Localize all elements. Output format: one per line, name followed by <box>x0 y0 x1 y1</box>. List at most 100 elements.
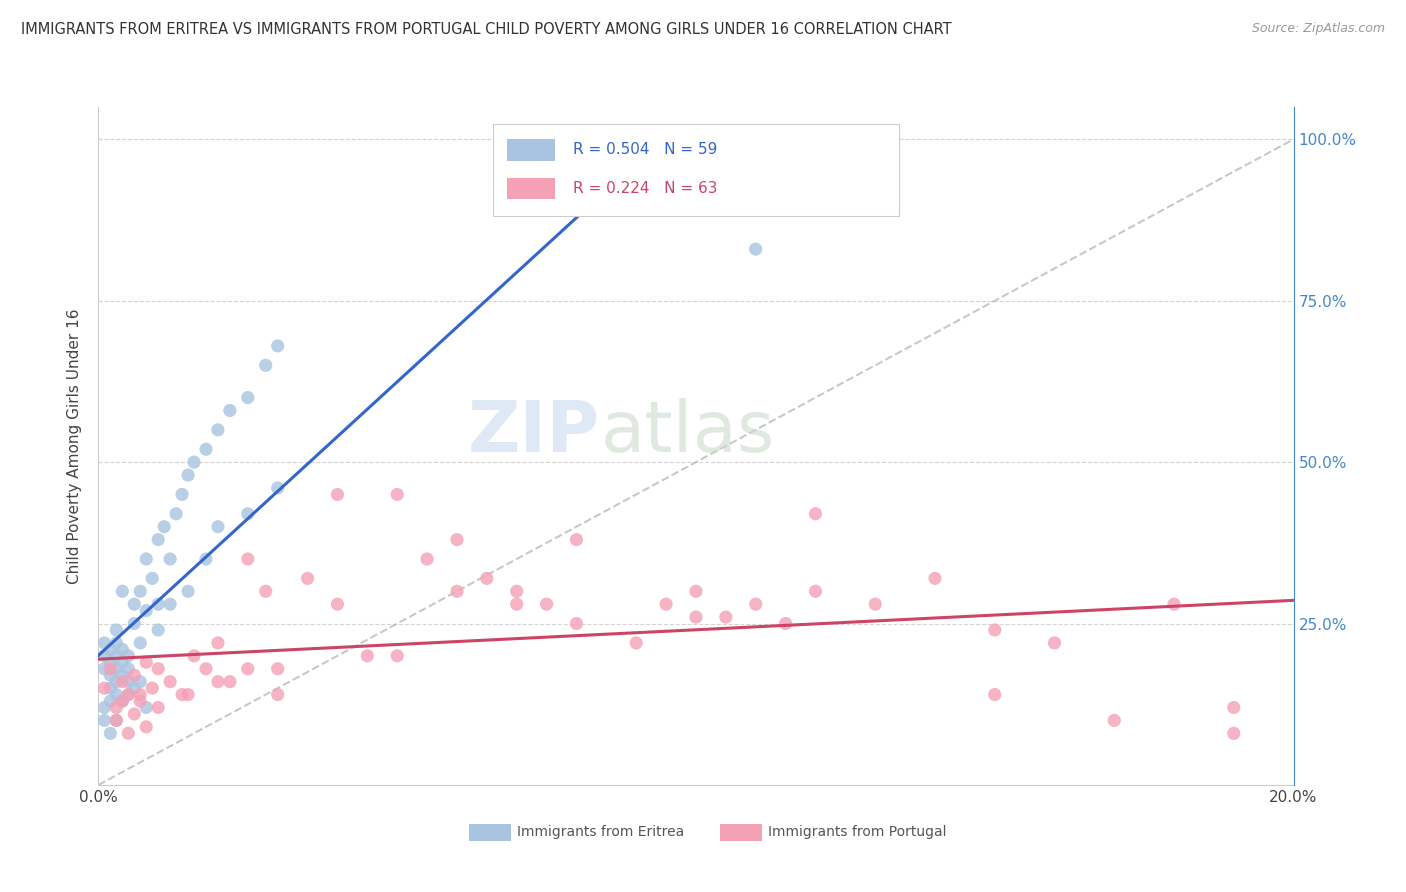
Point <box>446 533 468 547</box>
Point <box>93 636 115 650</box>
Point <box>148 700 170 714</box>
Point <box>1223 726 1246 740</box>
Text: atlas: atlas <box>600 398 775 467</box>
Point <box>267 688 290 702</box>
Point <box>129 674 152 689</box>
Point <box>111 694 134 708</box>
Point <box>135 655 157 669</box>
Point <box>98 681 122 695</box>
Text: IMMIGRANTS FROM ERITREA VS IMMIGRANTS FROM PORTUGAL CHILD POVERTY AMONG GIRLS UN: IMMIGRANTS FROM ERITREA VS IMMIGRANTS FR… <box>21 22 952 37</box>
Point <box>159 674 181 689</box>
Point <box>135 552 157 566</box>
Point <box>865 597 887 611</box>
Point <box>159 597 181 611</box>
Point <box>148 623 170 637</box>
Point <box>219 674 242 689</box>
Text: R = 0.504   N = 59: R = 0.504 N = 59 <box>572 142 717 157</box>
Point <box>129 694 152 708</box>
Point <box>745 597 768 611</box>
Point <box>254 584 277 599</box>
Point <box>416 552 439 566</box>
Point <box>98 694 122 708</box>
Point <box>804 584 827 599</box>
Point <box>1163 597 1185 611</box>
Point <box>1043 636 1066 650</box>
Point <box>267 339 290 353</box>
Point <box>183 648 205 663</box>
Point <box>111 642 134 657</box>
Point <box>117 648 139 663</box>
Point <box>172 688 194 702</box>
Point <box>153 519 176 533</box>
FancyBboxPatch shape <box>494 124 900 216</box>
Point <box>475 571 498 585</box>
Point <box>124 681 146 695</box>
FancyBboxPatch shape <box>470 824 510 841</box>
Point <box>924 571 946 585</box>
Point <box>111 674 134 689</box>
Point <box>129 688 152 702</box>
Point <box>93 662 115 676</box>
Point <box>745 242 768 256</box>
Point <box>236 507 259 521</box>
Point <box>219 403 242 417</box>
Point <box>105 714 128 728</box>
Point <box>148 662 170 676</box>
Point <box>124 597 146 611</box>
Point <box>98 662 122 676</box>
Point <box>267 481 290 495</box>
Point <box>105 623 128 637</box>
Point <box>93 714 115 728</box>
Point <box>254 359 277 373</box>
Point <box>105 648 128 663</box>
Point <box>105 688 128 702</box>
Y-axis label: Child Poverty Among Girls Under 16: Child Poverty Among Girls Under 16 <box>67 309 83 583</box>
Point <box>1223 700 1246 714</box>
Point <box>385 487 409 501</box>
Point <box>195 442 218 457</box>
Point <box>105 636 128 650</box>
Point <box>775 616 797 631</box>
FancyBboxPatch shape <box>720 824 762 841</box>
Point <box>105 674 128 689</box>
Point <box>105 700 128 714</box>
Point <box>124 706 146 721</box>
Point <box>141 681 163 695</box>
Point <box>984 623 1007 637</box>
Point <box>326 597 349 611</box>
Point <box>111 694 134 708</box>
Point <box>129 636 152 650</box>
Text: Immigrants from Portugal: Immigrants from Portugal <box>768 825 946 839</box>
Point <box>207 519 229 533</box>
Point <box>135 604 157 618</box>
Point <box>236 391 259 405</box>
FancyBboxPatch shape <box>508 139 555 161</box>
Point <box>626 636 648 650</box>
Point <box>356 648 378 663</box>
Point <box>183 455 205 469</box>
Point <box>236 552 259 566</box>
Point <box>506 597 529 611</box>
Point <box>565 533 588 547</box>
Point <box>655 597 678 611</box>
Point <box>135 700 157 714</box>
Point <box>177 688 200 702</box>
Point <box>565 616 588 631</box>
Text: Immigrants from Eritrea: Immigrants from Eritrea <box>517 825 683 839</box>
Point <box>93 700 115 714</box>
Point <box>98 655 122 669</box>
Point <box>117 674 139 689</box>
Point <box>207 636 229 650</box>
Point <box>117 662 139 676</box>
Point <box>446 584 468 599</box>
Point <box>385 648 409 663</box>
Point <box>236 662 259 676</box>
Point <box>93 648 115 663</box>
Point <box>207 674 229 689</box>
Point <box>267 662 290 676</box>
Point <box>804 507 827 521</box>
Point <box>124 668 146 682</box>
Point <box>714 610 737 624</box>
Point <box>135 720 157 734</box>
Point <box>326 487 349 501</box>
